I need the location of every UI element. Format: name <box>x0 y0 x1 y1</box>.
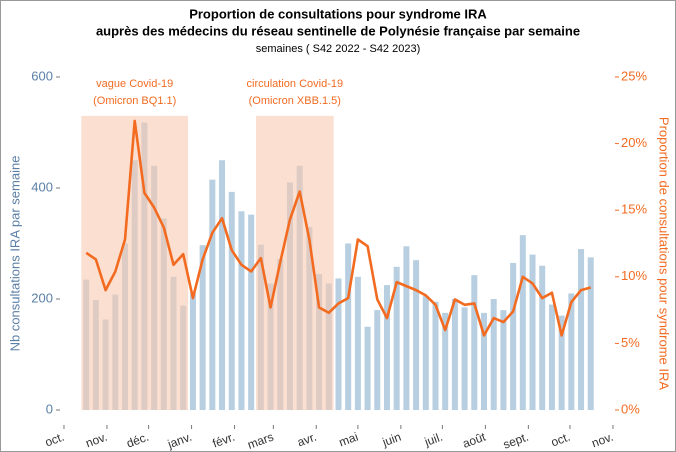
bar <box>481 312 488 411</box>
bar <box>219 160 226 411</box>
chart-title: auprès des médecins du réseau sentinelle… <box>96 23 580 38</box>
y2-tick-label: 0% <box>621 401 640 416</box>
x-tick-label: mai <box>337 430 360 450</box>
bar <box>432 301 439 411</box>
x-tick-label: avr. <box>295 430 318 450</box>
bar <box>461 307 468 411</box>
period-label: (Omicron XBB.1.5) <box>249 95 341 107</box>
shaded-period <box>81 115 189 411</box>
bar <box>248 214 255 411</box>
bar <box>442 312 449 411</box>
period-label: circulation Covid-19 <box>247 78 344 90</box>
bar <box>519 235 526 411</box>
bar <box>539 265 546 411</box>
period-label: (Omicron BQ1.1) <box>93 95 176 107</box>
x-tick-label: oct. <box>43 430 66 450</box>
bar <box>393 266 400 411</box>
bar <box>490 299 497 411</box>
y2-tick-label: 15% <box>621 202 647 217</box>
bar <box>364 326 371 411</box>
bar <box>413 260 420 411</box>
bar <box>587 257 594 411</box>
bar <box>548 304 555 411</box>
bar <box>199 245 206 411</box>
bar <box>568 293 575 411</box>
bar <box>422 296 429 411</box>
x-tick-label: oct. <box>549 430 572 450</box>
bar <box>471 275 478 411</box>
bar <box>345 243 352 411</box>
y-tick-label: 600 <box>31 68 53 83</box>
bar <box>500 310 507 411</box>
y-tick-label: 200 <box>31 290 53 305</box>
chart-title: Proportion de consultations pour syndrom… <box>189 6 487 21</box>
y2-tick-label: 10% <box>621 268 647 283</box>
bar <box>354 276 361 411</box>
bar <box>335 278 342 411</box>
bar <box>238 211 245 411</box>
chart-subtitle: semaines ( S42 2022 - S42 2023) <box>256 43 421 55</box>
y-tick-label: 400 <box>31 179 53 194</box>
line <box>85 119 592 337</box>
bar <box>374 310 381 411</box>
bar <box>451 299 458 411</box>
y2-tick-label: 5% <box>621 335 640 350</box>
bar <box>403 246 410 411</box>
bar <box>510 262 517 411</box>
y-axis-title: Nb consultations IRA par semaine <box>7 156 22 352</box>
y2-tick-label: 20% <box>621 135 647 150</box>
bar <box>209 179 216 411</box>
bar <box>189 293 196 411</box>
y-tick-label: 0 <box>46 401 53 416</box>
bar <box>578 249 585 411</box>
bar <box>383 285 390 411</box>
y2-tick-label: 25% <box>621 68 647 83</box>
y2-axis-title: Proportion de consultations pour syndrom… <box>657 117 672 390</box>
shaded-period <box>255 115 334 411</box>
x-tick-label: juil. <box>422 430 445 450</box>
x-tick-label: juin <box>380 430 403 450</box>
period-label: vague Covid-19 <box>96 78 173 90</box>
bar <box>529 254 536 411</box>
bar <box>558 315 565 411</box>
bar <box>228 191 235 411</box>
